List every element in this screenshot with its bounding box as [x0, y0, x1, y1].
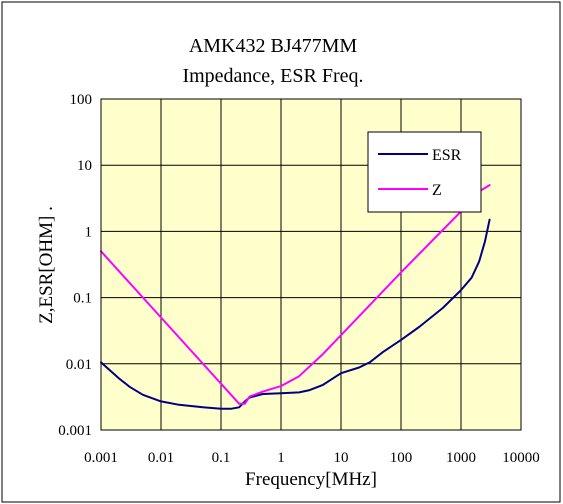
x-tick-label: 10 [334, 450, 349, 466]
series-line-esr [100, 218, 491, 410]
legend-label-esr: ESR [432, 147, 462, 164]
chart-subtitle: Impedance, ESR Freq. [182, 65, 363, 87]
y-tick-label: 10 [77, 158, 92, 174]
plot-border [100, 98, 522, 431]
x-tick-label: 10000 [502, 450, 540, 466]
chart-title: AMK432 BJ477MM [189, 35, 358, 57]
y-tick-label: 0.001 [58, 423, 92, 439]
y-axis-label: Z,ESR[OHM] . [36, 206, 57, 324]
y-tick-label: 0.01 [66, 357, 92, 373]
series-line-z [100, 184, 491, 405]
y-tick-label: 1 [85, 224, 93, 240]
x-tick-label: 1 [277, 450, 285, 466]
x-tick-label: 1000 [446, 450, 476, 466]
y-tick-labels: 0.001 0.01 0.1 1 10 100 [58, 92, 92, 439]
y-tick-label: 100 [70, 92, 93, 108]
x-tick-label: 0.1 [212, 450, 231, 466]
x-tick-label: 0.001 [84, 450, 118, 466]
y-tick-label: 0.1 [73, 291, 92, 307]
x-tick-labels: 0.001 0.01 0.1 1 10 100 1000 10000 [84, 450, 540, 466]
legend-box [367, 131, 482, 213]
legend: ESR Z [367, 131, 482, 213]
series-layer [100, 184, 491, 410]
x-tick-label: 0.01 [148, 450, 174, 466]
legend-label-z: Z [432, 182, 442, 199]
x-axis-label: Frequency[MHz] [245, 469, 377, 490]
x-tick-label: 100 [390, 450, 413, 466]
